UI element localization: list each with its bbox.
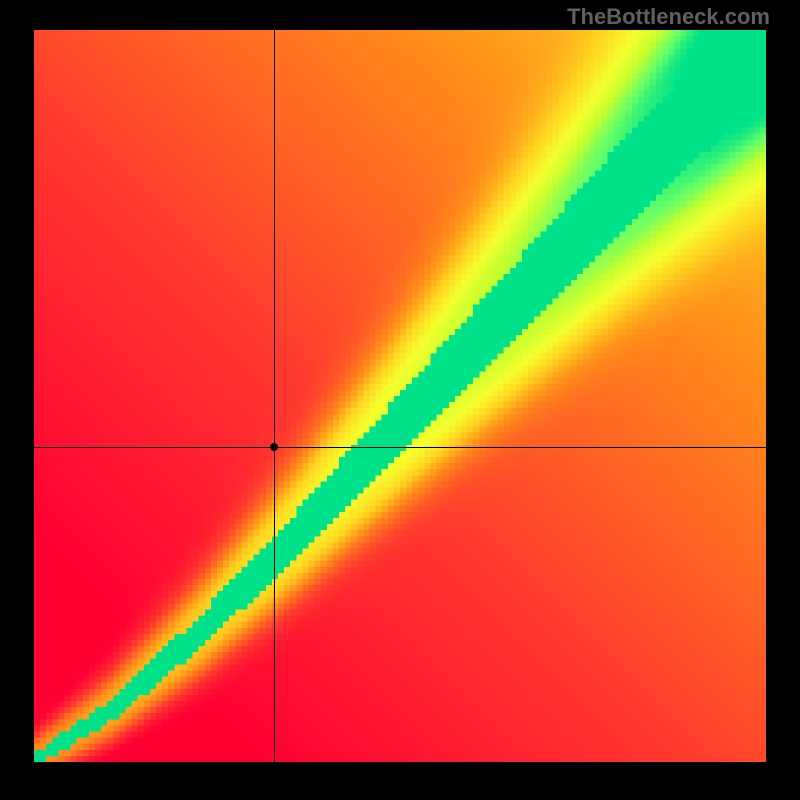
chart-container: TheBottleneck.com — [0, 0, 800, 800]
watermark-text: TheBottleneck.com — [567, 4, 770, 30]
crosshair-vertical — [274, 30, 275, 762]
bottleneck-heatmap — [34, 30, 766, 762]
crosshair-horizontal — [34, 447, 766, 448]
